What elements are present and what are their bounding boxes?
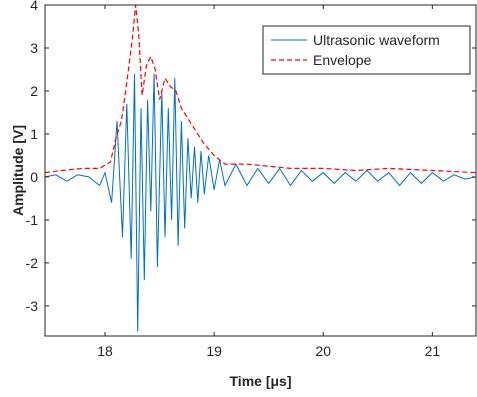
y-tick-label: 1 <box>30 126 38 142</box>
legend: Ultrasonic waveform Envelope <box>262 25 471 75</box>
y-tick-label: 3 <box>30 40 38 56</box>
y-ticks: -3 -2 -1 0 1 2 3 4 <box>26 0 476 314</box>
x-tick-label: 20 <box>315 343 331 359</box>
axes-box <box>44 4 477 337</box>
plot-content <box>45 5 476 332</box>
y-axis-label: Amplitude [V] <box>10 125 26 216</box>
x-tick-label: 19 <box>206 343 222 359</box>
series-line-0 <box>45 73 476 332</box>
legend-label: Ultrasonic waveform <box>313 32 440 48</box>
y-tick-label: -1 <box>26 212 39 228</box>
y-tick-label: 4 <box>30 0 38 13</box>
series-line-1 <box>45 5 476 174</box>
x-axis-label: Time [μs] <box>230 373 292 389</box>
x-tick-label: 21 <box>425 343 441 359</box>
y-tick-label: 2 <box>30 83 38 99</box>
legend-label: Envelope <box>313 52 372 68</box>
y-tick-label: -3 <box>26 298 39 314</box>
x-tick-label: 18 <box>97 343 113 359</box>
x-ticks: 18 19 20 21 <box>97 5 440 359</box>
legend-box <box>262 25 471 75</box>
y-tick-label: 0 <box>30 169 38 185</box>
y-tick-label: -2 <box>26 255 39 271</box>
